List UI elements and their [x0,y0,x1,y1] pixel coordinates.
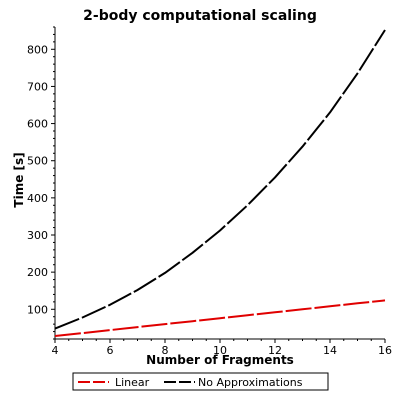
chart-title: 2-body computational scaling [83,8,317,24]
x-tick-label: 6 [107,344,114,357]
series-line-1 [54,29,386,330]
x-tick-label: 8 [162,344,169,357]
x-tick-label: 16 [378,344,392,357]
axes: 100 200 300 400 500 600 700 800 4 6 8 10 12 14 16 [27,26,392,357]
y-tick-label: 300 [27,229,48,242]
y-tick-label: 600 [27,118,48,131]
x-axis-label: Number of Fragments [146,353,294,367]
y-tick-label: 200 [27,266,48,279]
x-tick-label: 12 [268,344,282,357]
legend-box [72,372,329,391]
y-tick-label: 400 [27,192,48,205]
x-tick-label: 10 [213,344,227,357]
legend-label-0: Linear [115,376,150,389]
y-tick-label: 500 [27,155,48,168]
x-tick-label: 4 [52,344,59,357]
series-line-0 [54,299,386,337]
series-layer [54,29,386,337]
y-tick-label: 700 [27,80,48,93]
legend-label-1: No Approximations [198,376,303,389]
x-tick-label: 14 [323,344,337,357]
y-axis-label: Time [s] [12,152,26,207]
y-tick-label: 800 [27,43,48,56]
legend: Linear No Approximations [72,372,329,391]
y-tick-label: 100 [27,303,48,316]
